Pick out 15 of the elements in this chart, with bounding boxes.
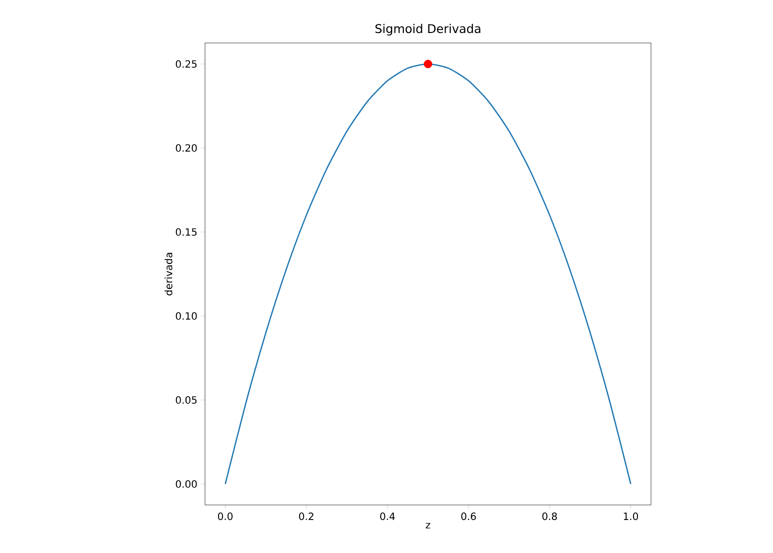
x-axis-title: z (426, 522, 430, 528)
y-tick-label: 0.25 (176, 60, 197, 68)
x-tick-label: 0.8 (542, 512, 557, 520)
x-tick-label: 0.0 (218, 512, 233, 520)
x-tick-label: 1.0 (624, 512, 638, 520)
y-tick-label: 0.00 (176, 480, 197, 488)
y-tick-label: 0.10 (176, 312, 197, 320)
y-tick-label: 0.15 (176, 228, 197, 236)
y-axis-title: derivada (164, 252, 172, 296)
y-tick-label: 0.20 (176, 144, 197, 152)
x-tick-label: 0.2 (299, 512, 314, 520)
chart-title: Sigmoid Derivada (375, 24, 480, 36)
x-tick-label: 0.6 (461, 512, 476, 520)
y-tick-label: 0.05 (176, 396, 197, 404)
x-tick-label: 0.4 (380, 512, 395, 520)
